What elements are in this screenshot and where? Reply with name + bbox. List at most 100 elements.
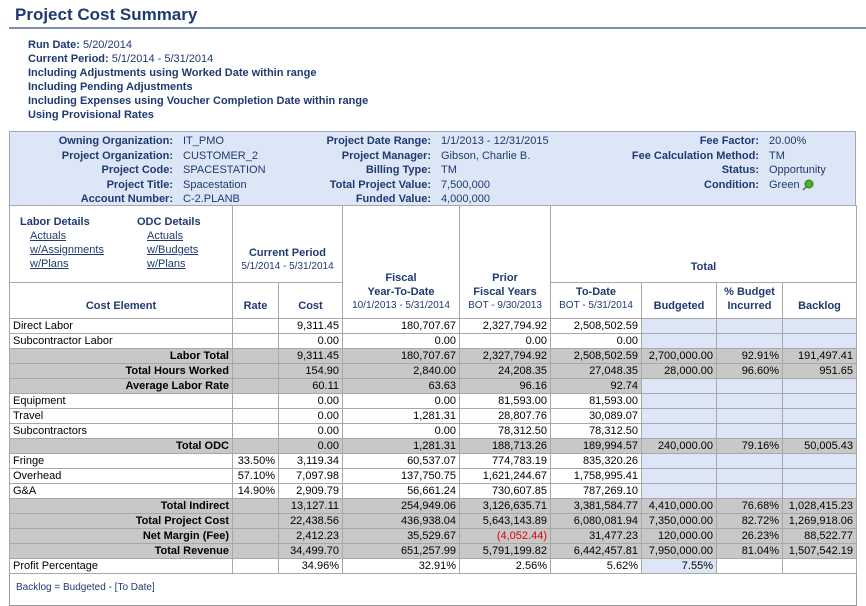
table-cell	[232, 498, 279, 514]
table-cell: 33.50%	[232, 453, 279, 469]
info-value: IT_PMO	[183, 135, 224, 147]
table-cell: 5,791,199.82	[459, 543, 551, 559]
header-text: Backlog	[798, 300, 841, 312]
table-row: Subcontractors 0.00 0.00 78,312.50 78,312.50	[9, 423, 858, 439]
details-link[interactable]: w/Assignments	[30, 244, 104, 256]
info-label: Fee Factor:	[699, 135, 759, 147]
table-cell: 2.56%	[459, 558, 551, 574]
table-cell	[781, 453, 858, 469]
header-text: Year-To-Date	[367, 286, 435, 298]
column-header: Rate	[232, 282, 279, 319]
table-cell: 3,126,635.71	[459, 498, 551, 514]
table-cell: 78,312.50	[459, 423, 551, 439]
table-cell: 0.00	[342, 333, 460, 349]
table-row: Overhead 57.10% 7,097.98 137,750.75 1,621,24…	[9, 468, 858, 484]
info-label: Status:	[721, 164, 759, 176]
run-value: 5/20/2014	[83, 39, 132, 51]
header-range: 5/1/2014 - 5/31/2014	[241, 261, 334, 272]
info-label: Funded Value:	[355, 193, 431, 205]
table-cell: 13,127.11	[278, 498, 343, 514]
total-row: Total Indirect 13,127.11 254,949.06 3,126,6…	[9, 498, 858, 514]
table-cell	[641, 378, 717, 394]
table-cell: 787,269.10	[550, 483, 642, 499]
table-cell: 0.00	[278, 393, 343, 409]
info-row: Project Code: SPACESTATION	[10, 163, 265, 178]
table-cell: 0.00	[342, 423, 460, 439]
details-link[interactable]: w/Budgets	[147, 244, 199, 256]
info-label: Billing Type:	[365, 164, 431, 176]
table-cell	[232, 528, 279, 544]
details-link[interactable]: Actuals	[147, 230, 184, 242]
info-value: 20.00%	[769, 135, 807, 147]
link-row: w/Plans	[137, 257, 201, 271]
labor-details: Labor Details Actuals w/Assignments w/Plans	[20, 215, 104, 271]
table-cell	[781, 423, 858, 439]
table-cell	[781, 378, 858, 394]
total-row: Average Labor Rate 60.11 63.63 96.16 92.74	[9, 378, 858, 394]
info-row: Billing Type: TM	[240, 163, 457, 178]
info-column: Project Date Range: 1/1/2013 - 12/31/2015…	[240, 134, 548, 207]
row-label: Total Indirect	[9, 498, 233, 514]
table-cell: 6,080,081.94	[550, 513, 642, 529]
table-cell	[716, 423, 783, 439]
table-cell: 7,350,000.00	[641, 513, 717, 529]
table-cell	[232, 423, 279, 439]
table-cell	[781, 558, 858, 574]
table-cell: 254,949.06	[342, 498, 460, 514]
table-row: Subcontractor Labor 0.00 0.00 0.00 0.00	[9, 333, 858, 349]
row-label: Total Revenue	[9, 543, 233, 559]
table-cell: 28,807.76	[459, 408, 551, 424]
table-cell: 63.63	[342, 378, 460, 394]
info-value: Spacestation	[183, 178, 247, 191]
table-cell: 0.00	[550, 333, 642, 349]
table-cell: 82.72%	[716, 513, 783, 529]
table-cell	[232, 438, 279, 454]
table-cell: 835,320.26	[550, 453, 642, 469]
row-label: Total Project Cost	[9, 513, 233, 529]
table-cell: 24,208.35	[459, 363, 551, 379]
run-line: Using Provisional Rates	[28, 108, 368, 122]
info-value: Opportunity	[769, 164, 826, 176]
table-cell: 92.91%	[716, 348, 783, 364]
header-text: Fiscal Years	[473, 286, 537, 298]
table-cell: 1,281.31	[342, 408, 460, 424]
table-cell: 57.10%	[232, 468, 279, 484]
info-row: Total Project Value: 7,500,000	[240, 178, 490, 193]
table-cell	[716, 408, 783, 424]
table-cell: 436,938.04	[342, 513, 460, 529]
run-label: Current Period:	[28, 53, 109, 65]
table-row: Profit Percentage 34.96% 32.91% 2.56% 5.62% 7…	[9, 558, 858, 574]
column-header: Cost	[278, 282, 343, 319]
details-link[interactable]: w/Plans	[30, 258, 69, 270]
info-value: Gibson, Charlie B.	[441, 149, 531, 162]
table-cell	[716, 318, 783, 334]
info-column: Owning Organization: IT_PMO Project Organi…	[10, 134, 266, 207]
info-row: Condition: Green	[450, 178, 814, 193]
total-row: Total Revenue 34,499.70 651,257.99 5,791,19…	[9, 543, 858, 559]
table-cell: 35,529.67	[342, 528, 460, 544]
table-cell	[781, 483, 858, 499]
table-cell: 180,707.67	[342, 348, 460, 364]
link-row: Actuals	[20, 229, 104, 243]
column-header: To-Date BOT - 5/31/2014	[550, 282, 642, 319]
details-link[interactable]: Actuals	[30, 230, 67, 242]
table-cell	[716, 558, 783, 574]
run-label: Run Date:	[28, 39, 80, 51]
header-text: Budgeted	[653, 300, 705, 312]
total-row: Labor Total 9,311.45 180,707.67 2,327,794.9…	[9, 348, 858, 364]
table-cell: 50,005.43	[781, 438, 858, 454]
run-label: Including Pending Adjustments	[28, 81, 193, 93]
table-cell	[641, 333, 717, 349]
header-text: Incurred	[727, 300, 772, 312]
table-cell	[232, 393, 279, 409]
run-line: Including Pending Adjustments	[28, 80, 368, 94]
table-cell: 2,327,794.92	[459, 348, 551, 364]
run-line: Current Period: 5/1/2014 - 5/31/2014	[28, 52, 368, 66]
detail-links-cell: Labor Details Actuals w/Assignments w/Plans…	[9, 205, 233, 283]
table-cell: 27,048.35	[550, 363, 642, 379]
project-info: Owning Organization: IT_PMO Project Organi…	[9, 131, 856, 206]
table-cell	[781, 468, 858, 484]
link-row: w/Plans	[20, 257, 104, 271]
details-link[interactable]: w/Plans	[147, 258, 186, 270]
